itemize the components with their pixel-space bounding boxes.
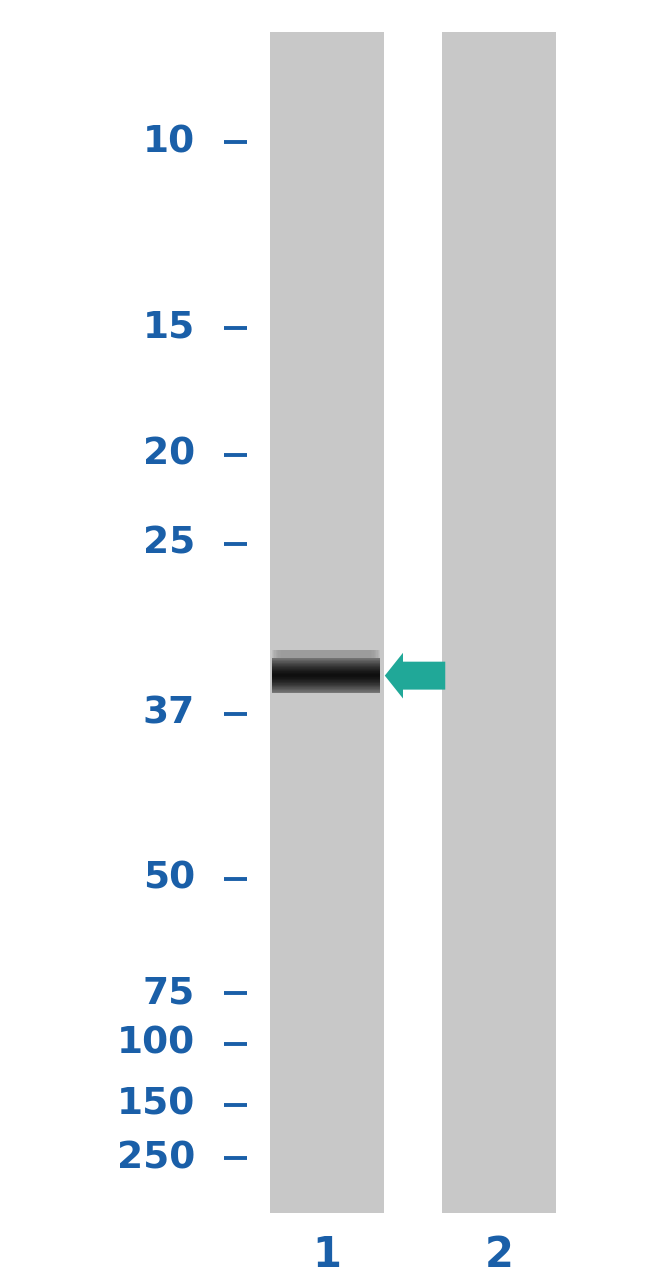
Bar (274, 650, 378, 658)
Bar (278, 650, 374, 658)
Bar (277, 650, 375, 658)
Text: 150: 150 (117, 1087, 195, 1123)
FancyArrow shape (385, 653, 445, 698)
Text: 15: 15 (143, 310, 195, 345)
Text: 250: 250 (117, 1140, 195, 1176)
Bar (442, 32, 556, 1213)
Text: 25: 25 (143, 526, 195, 561)
Bar (281, 650, 371, 658)
Text: 100: 100 (117, 1026, 195, 1062)
Text: 2: 2 (485, 1234, 514, 1270)
Bar (270, 32, 384, 1213)
Bar (272, 650, 380, 658)
Text: 20: 20 (143, 437, 195, 472)
Text: 37: 37 (143, 696, 195, 732)
Text: 75: 75 (143, 975, 195, 1011)
Text: 1: 1 (313, 1234, 341, 1270)
Text: 50: 50 (143, 861, 195, 897)
Bar (276, 650, 376, 658)
Text: 10: 10 (143, 124, 195, 160)
Bar (280, 650, 372, 658)
Bar (273, 650, 379, 658)
